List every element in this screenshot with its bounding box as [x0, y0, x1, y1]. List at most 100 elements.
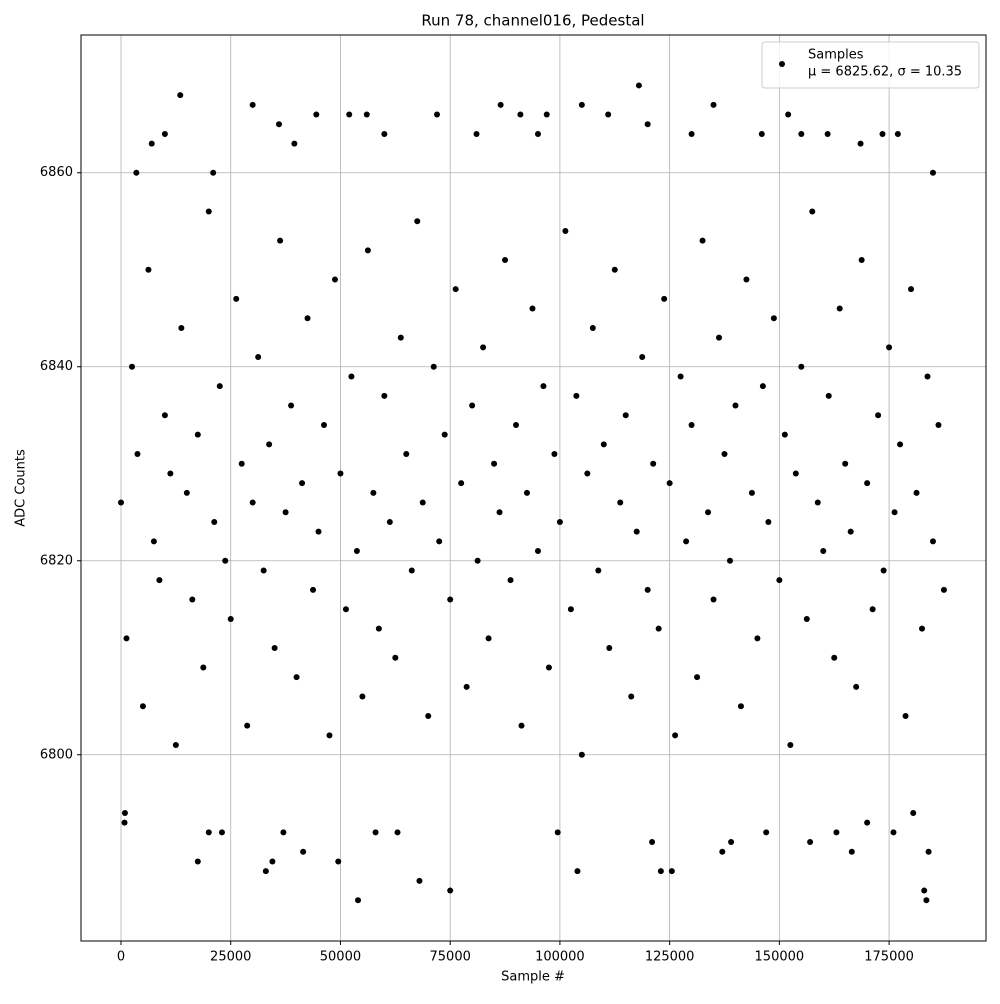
- point: [831, 654, 838, 661]
- point: [249, 499, 256, 506]
- x-tick-label: 100000: [535, 950, 585, 965]
- point: [644, 586, 651, 593]
- point: [573, 392, 580, 399]
- point: [276, 121, 283, 128]
- point: [523, 489, 530, 496]
- point: [567, 606, 574, 613]
- point: [875, 412, 882, 419]
- point: [177, 92, 184, 99]
- point: [293, 674, 300, 681]
- point: [491, 460, 498, 467]
- point: [644, 121, 651, 128]
- point: [249, 101, 256, 108]
- point: [326, 732, 333, 739]
- point: [194, 858, 201, 865]
- point: [721, 451, 728, 458]
- point: [452, 286, 459, 293]
- point: [908, 286, 915, 293]
- point: [672, 732, 679, 739]
- point: [668, 868, 675, 875]
- point: [227, 615, 234, 622]
- point: [288, 402, 295, 409]
- point: [611, 266, 618, 273]
- point: [156, 577, 163, 584]
- point: [269, 858, 276, 865]
- point: [759, 383, 766, 390]
- point: [688, 130, 695, 137]
- point: [222, 557, 229, 564]
- point: [666, 480, 673, 487]
- point: [148, 140, 155, 147]
- point: [529, 305, 536, 312]
- point: [639, 354, 646, 361]
- point: [507, 577, 514, 584]
- point: [123, 635, 130, 642]
- point: [910, 809, 917, 816]
- point: [178, 324, 185, 331]
- point: [375, 625, 382, 632]
- points: [118, 82, 947, 904]
- point: [441, 431, 448, 438]
- point: [139, 703, 146, 710]
- point: [864, 480, 871, 487]
- point: [622, 412, 629, 419]
- point: [923, 897, 930, 904]
- point: [299, 480, 306, 487]
- legend-marker: [779, 61, 785, 67]
- point: [260, 567, 267, 574]
- legend-label: Samples: [808, 48, 864, 63]
- point: [661, 295, 668, 302]
- point: [496, 509, 503, 516]
- point: [628, 693, 635, 700]
- point: [677, 373, 684, 380]
- x-tick-label: 75000: [430, 950, 471, 965]
- point: [902, 712, 909, 719]
- x-tick-label: 25000: [210, 950, 251, 965]
- point: [408, 567, 415, 574]
- point: [890, 829, 897, 836]
- point: [694, 674, 701, 681]
- point: [798, 130, 805, 137]
- legend-note: μ = 6825.62, σ = 10.35: [808, 65, 962, 80]
- point: [133, 169, 140, 176]
- point: [513, 421, 520, 428]
- point: [754, 635, 761, 642]
- point: [134, 451, 141, 458]
- point: [436, 538, 443, 545]
- point: [458, 480, 465, 487]
- point: [716, 334, 723, 341]
- y-tick-label: 6800: [40, 747, 73, 762]
- point: [820, 548, 827, 555]
- point: [194, 431, 201, 438]
- point: [748, 489, 755, 496]
- point: [857, 140, 864, 147]
- point: [282, 509, 289, 516]
- point: [473, 130, 480, 137]
- point: [145, 266, 152, 273]
- point: [161, 412, 168, 419]
- point: [650, 460, 657, 467]
- point: [394, 829, 401, 836]
- point: [337, 470, 344, 477]
- point: [381, 392, 388, 399]
- point: [392, 654, 399, 661]
- point: [574, 868, 581, 875]
- point: [940, 586, 947, 593]
- point: [233, 295, 240, 302]
- point: [814, 499, 821, 506]
- point: [364, 247, 371, 254]
- point: [578, 751, 585, 758]
- point: [545, 664, 552, 671]
- point: [118, 499, 125, 506]
- point: [792, 470, 799, 477]
- point: [864, 819, 871, 826]
- point: [291, 140, 298, 147]
- point: [728, 839, 735, 846]
- point: [543, 111, 550, 118]
- point: [210, 169, 217, 176]
- point: [913, 489, 920, 496]
- x-tick-label: 175000: [864, 950, 914, 965]
- point: [534, 548, 541, 555]
- point: [183, 489, 190, 496]
- point: [161, 130, 168, 137]
